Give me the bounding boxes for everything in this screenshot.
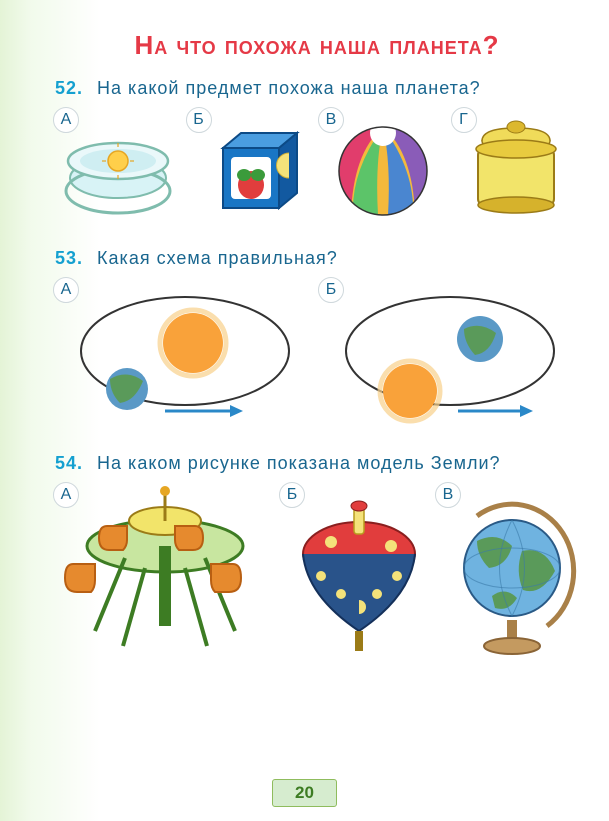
page-number: 20 xyxy=(272,779,337,807)
page-number-wrap: 20 xyxy=(0,779,609,807)
option-label: Б xyxy=(186,107,212,133)
option-b[interactable]: Б xyxy=(188,113,315,223)
question-number: 53. xyxy=(55,248,83,268)
options-row: А xyxy=(55,113,579,223)
option-c[interactable]: В xyxy=(320,113,447,223)
option-c[interactable]: В xyxy=(437,488,587,663)
carousel-icon xyxy=(55,488,275,663)
option-label: А xyxy=(53,107,79,133)
question-52: 52. На какой предмет похожа наша планета… xyxy=(55,75,579,223)
question-number: 52. xyxy=(55,78,83,98)
options-row: А xyxy=(55,488,579,663)
option-a[interactable]: А xyxy=(55,113,182,223)
spinning-top-icon xyxy=(281,488,431,663)
question-prompt: На какой предмет похожа наша планета? xyxy=(97,78,481,98)
question-prompt: На каком рисунке показана модель Земли? xyxy=(97,453,501,473)
options-row: А Б xyxy=(55,283,579,428)
question-53: 53. Какая схема правильная? А xyxy=(55,245,579,428)
question-text: 52. На какой предмет похожа наша планета… xyxy=(55,75,579,101)
question-prompt: Какая схема правильная? xyxy=(97,248,338,268)
question-text: 53. Какая схема правильная? xyxy=(55,245,579,271)
option-label: В xyxy=(318,107,344,133)
globe-icon xyxy=(437,488,587,663)
option-a[interactable]: А xyxy=(55,283,314,428)
option-label: Б xyxy=(318,277,344,303)
option-a[interactable]: А xyxy=(55,488,275,663)
page-content: На что похожа наша планета? 52. На какой… xyxy=(0,0,609,663)
page-title: На что похожа наша планета? xyxy=(55,30,579,61)
option-b[interactable]: Б xyxy=(320,283,579,428)
orbit-scheme-b-icon xyxy=(320,283,579,428)
option-label: Г xyxy=(451,107,477,133)
option-label: А xyxy=(53,277,79,303)
question-54: 54. На каком рисунке показана модель Зем… xyxy=(55,450,579,663)
option-b[interactable]: Б xyxy=(281,488,431,663)
orbit-scheme-a-icon xyxy=(55,283,314,428)
question-text: 54. На каком рисунке показана модель Зем… xyxy=(55,450,579,476)
option-d[interactable]: Г xyxy=(453,113,580,223)
question-number: 54. xyxy=(55,453,83,473)
